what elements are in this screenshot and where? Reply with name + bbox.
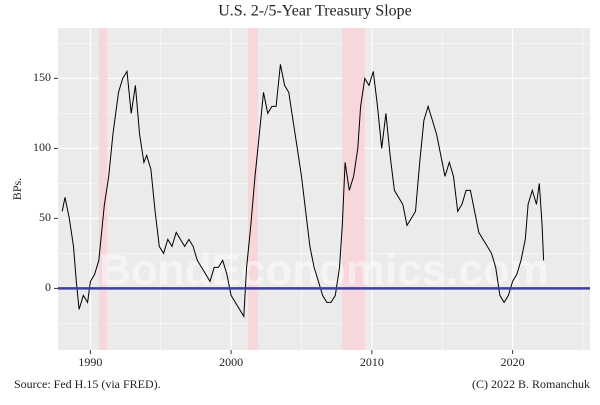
y-axis-label: BPs. [10,178,24,200]
watermark: BondEconomics.com [99,246,549,295]
series-line [61,64,545,319]
recession-band [248,28,258,350]
recession-band [342,28,365,350]
x-tick-label: 2000 [219,355,243,369]
y-tick-label: 100 [33,140,51,154]
y-tick-label: 150 [33,70,51,84]
recession-band [98,28,108,350]
source-note: Source: Fed H.15 (via FRED). [14,377,161,391]
y-tick-label: 50 [39,210,51,224]
x-tick-label: 1990 [78,355,102,369]
plot-panel [58,28,590,350]
x-tick-label: 2020 [501,355,525,369]
credit-note: (C) 2022 B. Romanchuk [472,377,590,391]
chart-title: U.S. 2-/5-Year Treasury Slope [218,3,412,20]
y-tick-label: 0 [45,280,51,294]
x-tick-label: 2010 [360,355,384,369]
